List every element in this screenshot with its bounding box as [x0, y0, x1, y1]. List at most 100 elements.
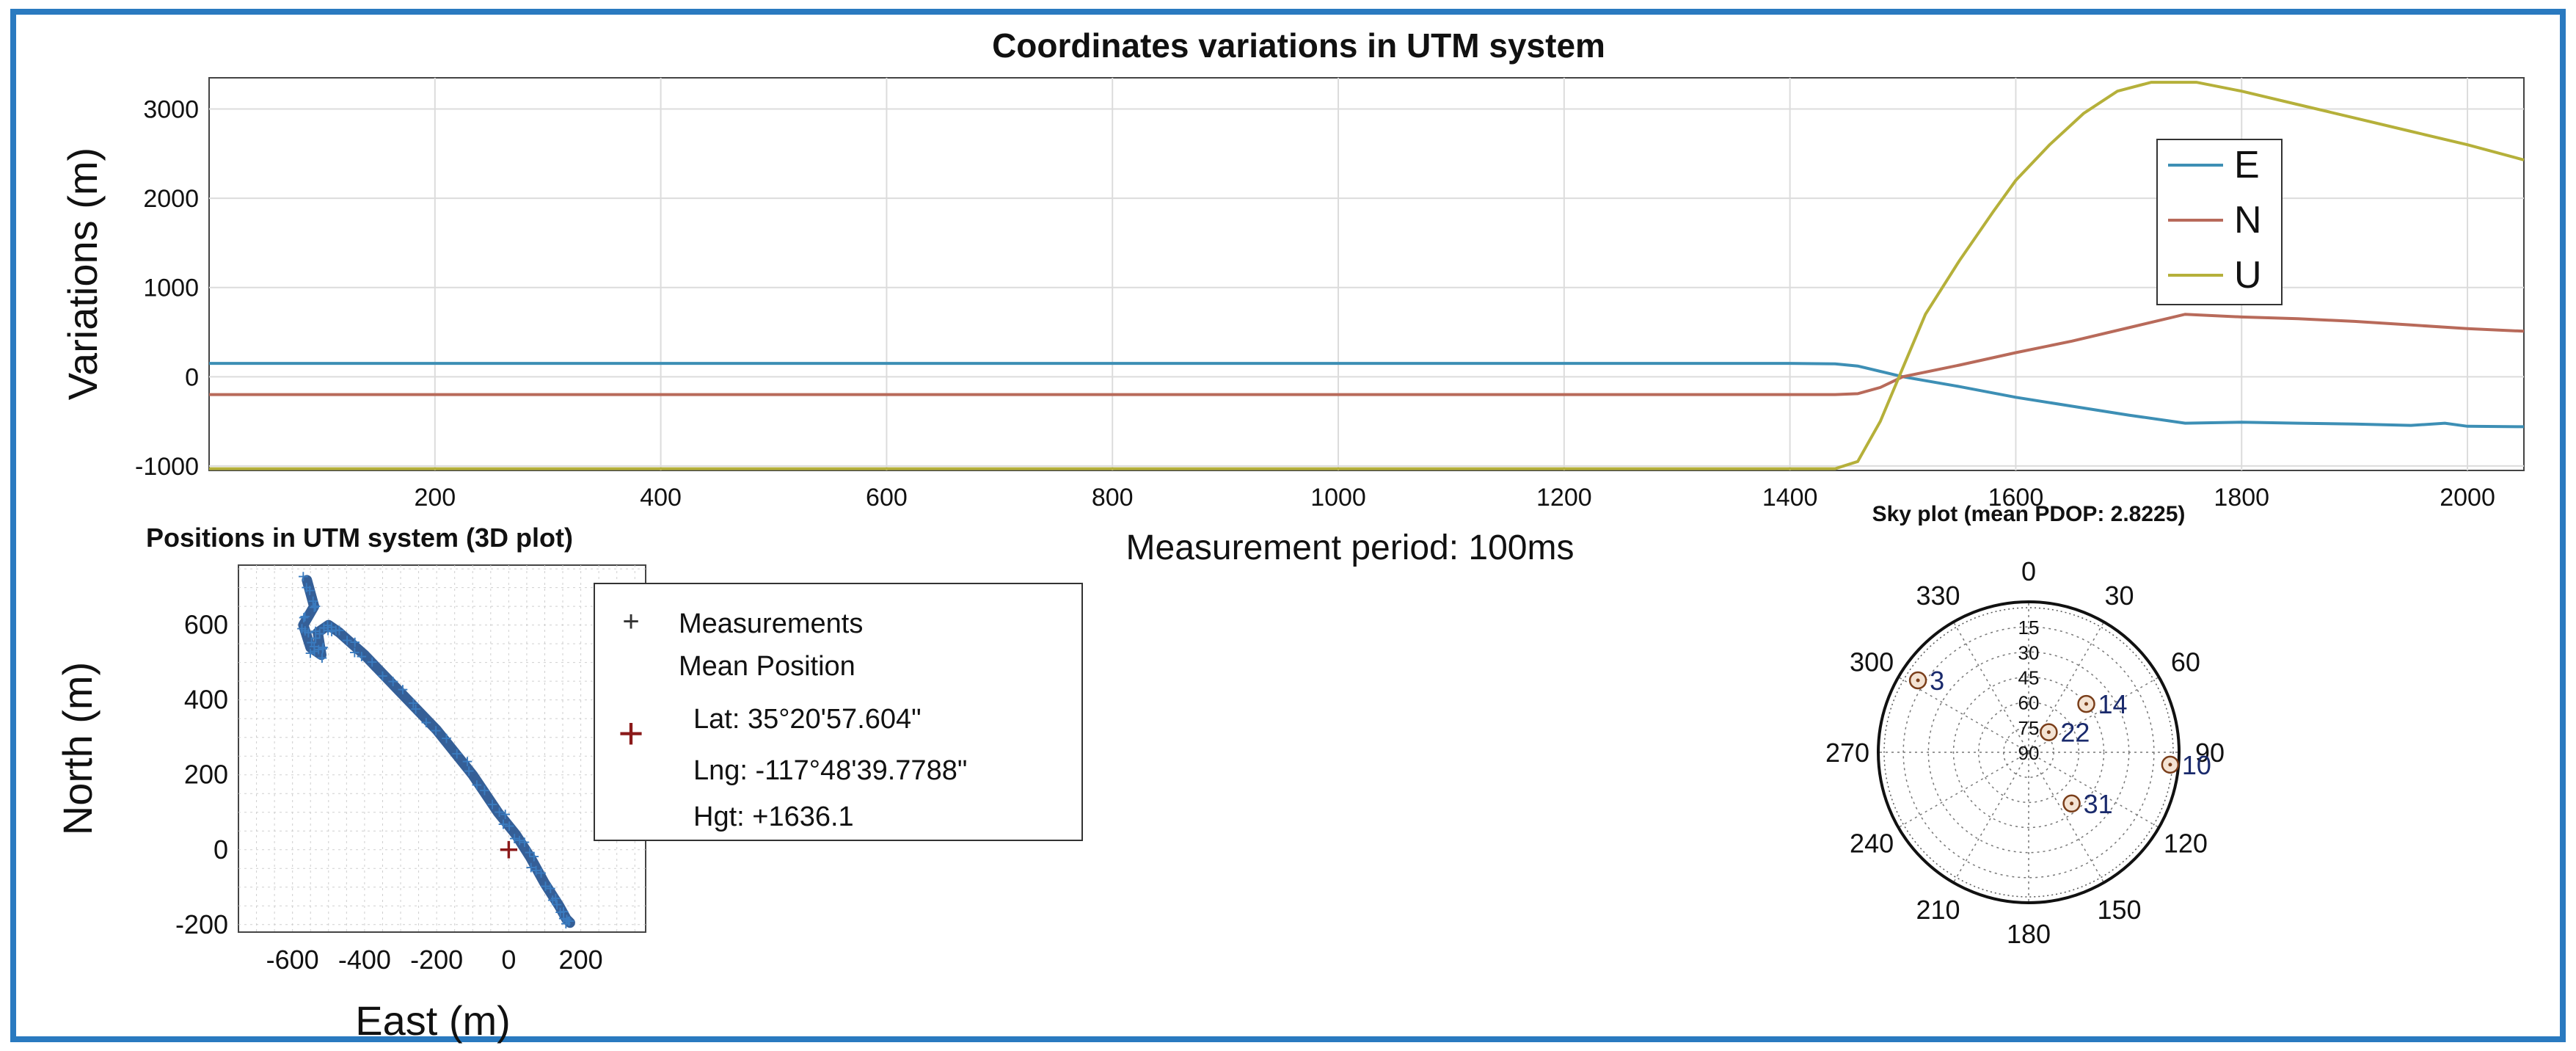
measurement-point: +	[318, 617, 329, 639]
sky-elevation-label: 30	[2018, 641, 2040, 663]
legend-measurements-marker: +	[622, 605, 639, 638]
pos-y-tick-label: 600	[184, 610, 228, 640]
measurement-track	[298, 575, 575, 928]
top-chart-axes	[208, 77, 2525, 471]
top-chart-grid	[209, 78, 2524, 470]
measurement-point: +	[410, 698, 421, 720]
mean-position-point: +	[498, 831, 519, 870]
top-x-tick-label: 400	[640, 484, 682, 512]
top-x-tick-label: 1000	[1310, 484, 1366, 512]
measurement-point: +	[304, 642, 315, 664]
top-chart-xlabel: Measurement period: 100ms	[1126, 528, 1575, 567]
measurement-point: +	[441, 727, 452, 749]
legend-measurements-label: Measurements	[679, 608, 863, 639]
satellite-prn-label: 10	[2182, 750, 2211, 780]
top-x-tick-label: 1600	[1988, 484, 2044, 512]
measurement-point: +	[552, 893, 563, 915]
measurement-point: +	[317, 638, 328, 660]
sky-azimuth-label: 0	[2021, 556, 2036, 586]
measurement-point: +	[479, 779, 490, 801]
pos-x-tick-label: 0	[501, 945, 516, 975]
sky-elevation-label: 75	[2018, 717, 2040, 739]
series-line-E	[209, 362, 2525, 429]
positions-chart-x-ticks: -600 -400 -200 0 200	[266, 945, 603, 975]
measurement-point: +	[298, 606, 309, 628]
top-chart-y-ticks: -1000 0 1000 2000 3000	[135, 96, 199, 481]
measurement-point: +	[298, 565, 309, 587]
measurement-point: +	[296, 618, 307, 640]
measurement-point: +	[563, 910, 574, 932]
sky-azimuth-spoke	[1952, 752, 2029, 883]
legend-mean-position-label: Mean Position	[679, 651, 855, 682]
measurement-point: +	[342, 629, 353, 651]
positions-legend-box	[594, 583, 1083, 841]
measurement-point: +	[377, 665, 388, 687]
measurement-point: +	[519, 832, 530, 854]
measurement-point: +	[299, 605, 310, 628]
measurement-point: +	[313, 639, 324, 661]
measurement-point: +	[309, 636, 320, 658]
pos-x-tick-label: -600	[266, 945, 319, 975]
sky-azimuth-label: 300	[1850, 647, 1894, 677]
legend-mean-position-marker: +	[618, 709, 643, 758]
positions-chart-ylabel: North (m)	[54, 662, 101, 835]
sky-elevation-label: 60	[2018, 692, 2040, 714]
measurement-point: +	[310, 627, 321, 649]
series-line-U	[209, 81, 2525, 470]
satellite-prn-label: 22	[2060, 718, 2090, 748]
measurement-point: +	[314, 622, 325, 644]
sky-elevation-label: 15	[2018, 617, 2040, 639]
sky-elevation-label: 90	[2018, 742, 2040, 764]
measurement-point: +	[547, 890, 558, 912]
measurement-point: +	[330, 619, 341, 641]
measurement-point: +	[486, 793, 497, 815]
positions-chart-title: Positions in UTM system (3D plot)	[146, 523, 573, 553]
sky-azimuth-label: 270	[1825, 738, 1869, 768]
measurement-point: +	[561, 913, 572, 935]
satellite-marker-dot	[2046, 730, 2051, 735]
satellite-prn-label: 14	[2098, 689, 2128, 719]
positions-chart-points: +++++++++++++++++++++++++++++++++ ++ +++++…	[296, 565, 575, 935]
legend-label-N: N	[2234, 199, 2262, 241]
measurement-point: +	[550, 887, 561, 909]
measurement-point: +	[349, 641, 360, 663]
top-y-tick-label: 0	[185, 363, 199, 391]
measurement-point: +	[503, 815, 514, 837]
measurement-point: +	[356, 645, 367, 667]
top-chart-legend: ENU	[2156, 139, 2283, 305]
sky-azimuth-spoke	[2028, 752, 2159, 829]
top-chart-x-ticks: 200 400 600 800 1000 1200 1400 1600 1800 2000	[414, 484, 2495, 512]
measurement-point: +	[494, 801, 505, 823]
legend-hgt: Hgt: +1636.1	[693, 801, 854, 832]
measurement-point: +	[561, 909, 572, 931]
measurement-point: +	[307, 590, 318, 612]
measurement-point: +	[451, 743, 462, 765]
measurement-point: +	[303, 622, 314, 644]
sky-azimuth-label: 120	[2164, 829, 2208, 859]
sky-plot-satellites: 3 14 22 10 31	[1908, 666, 2211, 819]
series-line-N	[209, 313, 2525, 396]
measurement-point: +	[524, 841, 535, 863]
satellite-marker-dot	[2168, 763, 2172, 767]
sky-azimuth-label: 330	[1916, 581, 1960, 611]
pos-y-tick-label: 400	[184, 685, 228, 715]
measurement-point: +	[387, 671, 398, 693]
top-y-tick-label: 3000	[143, 96, 199, 124]
satellite-prn-label: 3	[1930, 666, 1944, 696]
measurement-point: +	[536, 862, 547, 884]
measurement-point: +	[545, 877, 556, 899]
measurement-point: +	[318, 636, 329, 658]
measurement-point: +	[408, 692, 419, 714]
pos-y-tick-label: 0	[214, 834, 228, 865]
pos-y-tick-label: -200	[175, 909, 228, 939]
top-chart-title: Coordinates variations in UTM system	[992, 26, 1605, 65]
measurement-point: +	[322, 614, 333, 636]
measurement-point: +	[497, 813, 508, 835]
top-chart-series	[209, 81, 2525, 470]
top-chart-ylabel: Variations (m)	[59, 148, 106, 400]
measurement-point: +	[530, 859, 541, 881]
satellite-prn-label: 31	[2084, 789, 2113, 819]
top-y-tick-label: 1000	[143, 274, 199, 302]
satellite-marker-dot	[1916, 678, 1920, 683]
